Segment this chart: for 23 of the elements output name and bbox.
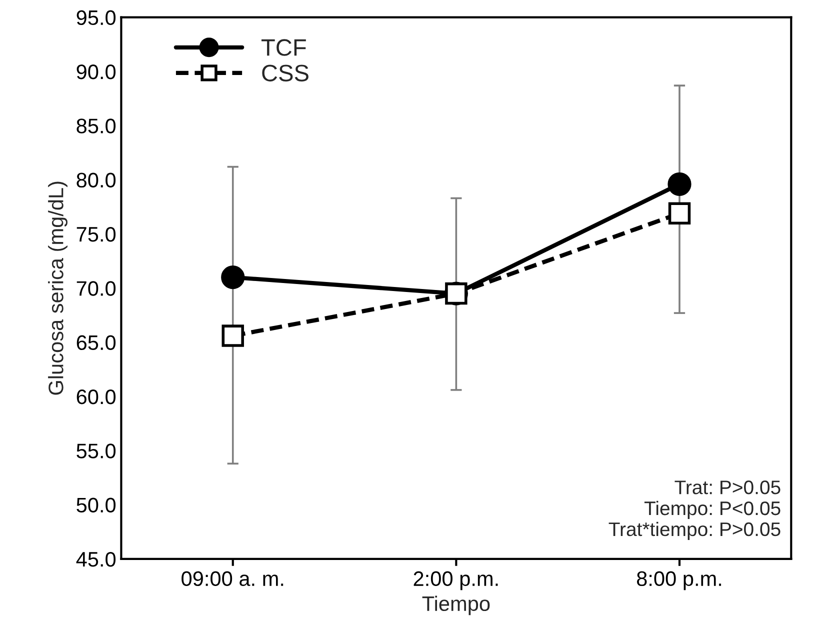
y-tick-label: 50.0: [76, 498, 116, 513]
y-tick-label: 60.0: [76, 389, 116, 404]
y-tick-label: 75.0: [76, 226, 116, 242]
y-tick-label: 45.0: [76, 552, 116, 567]
point: [668, 202, 691, 224]
point: [221, 265, 245, 290]
y-tick-label: 70.0: [76, 281, 116, 296]
legend-label: TCF: [261, 39, 306, 56]
y-axis-title: Glucosa serica (mg/dL): [48, 182, 68, 395]
legend-label: CSS: [262, 64, 308, 82]
point: [222, 324, 244, 347]
y-tick-label: 95.0: [76, 10, 116, 26]
x-tick-label: 8:00 p.m.: [636, 571, 722, 590]
y-tick-label: 80.0: [76, 172, 116, 188]
annotation: Trat: P>0.05 Tiempo: P<0.05 Trat*tiempo: P>0.05: [608, 480, 780, 540]
point: [668, 172, 692, 196]
y-tick-label: 90.0: [76, 64, 116, 80]
y-tick-label: 85.0: [76, 118, 116, 134]
x-tick-label: 2:00 p.m.: [414, 571, 498, 590]
x-tick-label: 09:00 a. m.: [182, 571, 284, 586]
y-tick-label: 65.0: [76, 335, 116, 350]
x-axis-title: Tiempo: [422, 596, 490, 616]
y-tick-label: 55.0: [76, 444, 116, 458]
